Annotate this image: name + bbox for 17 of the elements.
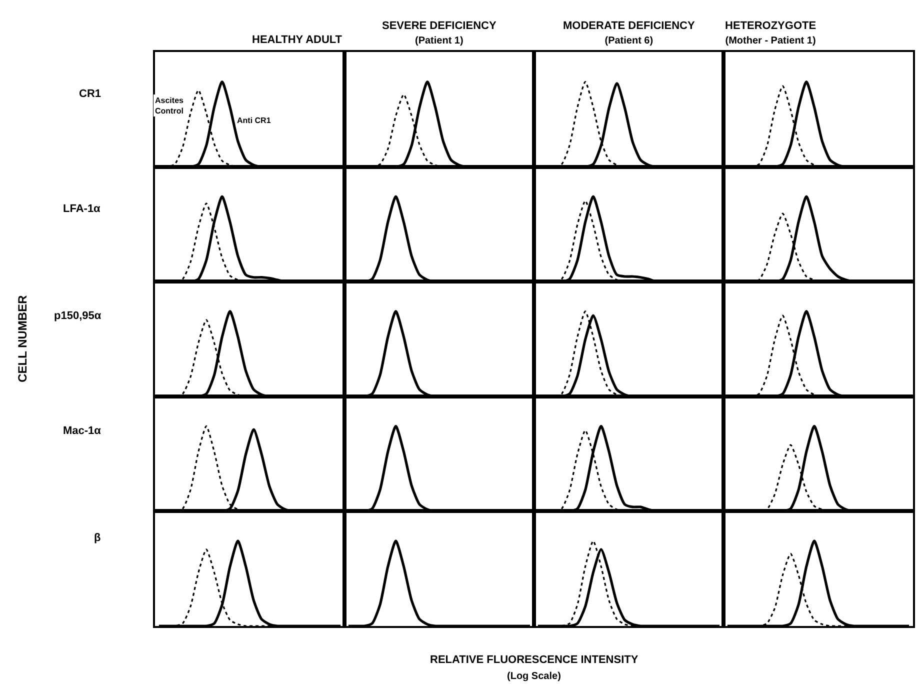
- text: (Log Scale): [507, 671, 561, 682]
- chart-title: HETEROZYGOTE: [725, 20, 816, 32]
- chart-subtitle: (Patient 6): [604, 35, 654, 46]
- chart-title: HEALTHY ADULT: [252, 34, 342, 46]
- chart-subtitle: (Patient 1): [414, 35, 464, 46]
- text: CELL NUMBER: [15, 294, 30, 382]
- series-label: Anti CR1: [237, 116, 272, 125]
- chart-title: MODERATE DEFICIENCY: [563, 20, 696, 32]
- y-axis-title: p150,95α: [54, 310, 102, 322]
- y-axis-title: Mac-1α: [63, 425, 102, 437]
- chart-title: SEVERE DEFICIENCY: [382, 20, 497, 32]
- text: RELATIVE FLUORESCENCE INTENSITY: [430, 654, 639, 666]
- y-axis-title: β: [94, 532, 101, 544]
- series-label: Ascites Control: [155, 96, 184, 116]
- y-axis-title: CR1: [79, 88, 102, 100]
- y-axis-title: LFA-1α: [63, 203, 101, 215]
- chart-subtitle: (Mother - Patient 1): [725, 35, 816, 46]
